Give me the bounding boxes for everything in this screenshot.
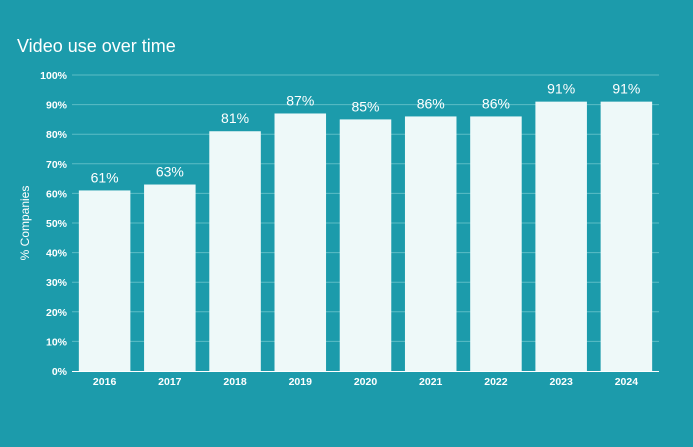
y-tick-label: 20% [46,307,68,319]
x-tick-label: 2023 [549,376,573,388]
x-tick-label: 2019 [289,376,313,388]
y-tick-label: 40% [46,248,68,260]
x-tick-label: 2024 [615,376,639,388]
data-label-2019: 87% [286,92,314,108]
bar-2024 [600,101,653,371]
y-tick-label: 50% [46,218,68,230]
bar-2018 [209,131,261,371]
chart-title: Video use over time [17,36,176,56]
bar-2019 [274,113,327,371]
bars [78,101,653,372]
x-tick-label: 2020 [354,376,378,388]
y-tick-label: 30% [46,277,68,289]
data-label-2022: 86% [482,95,510,111]
x-axis-ticks: 2016 2017 2018 2019 2020 2021 2022 2023 2024 [93,376,638,388]
data-labels: 61% 63% 81% 87% 85% 86% 86% 91% 91% [91,81,641,186]
y-axis-ticks: 0% 10% 20% 30% 40% 50% 60% 70% 80% 90% 100% [40,70,68,378]
x-tick-label: 2022 [484,376,508,388]
data-label-2016: 61% [91,169,119,185]
bar-2016 [78,190,131,371]
y-tick-label: 80% [46,129,68,141]
data-label-2023: 91% [547,81,575,97]
data-label-2024: 91% [612,81,640,97]
y-tick-label: 10% [46,336,68,348]
bar-2022 [470,116,522,371]
x-tick-label: 2017 [158,376,182,388]
bar-2021 [404,116,457,371]
x-tick-label: 2016 [93,376,117,388]
bar-2017 [144,184,196,371]
bar-2023 [535,101,587,371]
data-label-2018: 81% [221,110,249,126]
y-tick-label: 90% [46,100,68,112]
y-tick-label: 0% [52,366,68,378]
bar-2020 [339,119,392,372]
x-tick-label: 2018 [223,376,247,388]
y-axis-title: % Companies [18,186,32,261]
y-tick-label: 60% [46,188,68,200]
y-tick-label: 100% [40,70,68,82]
data-label-2021: 86% [417,95,445,111]
data-label-2020: 85% [351,98,379,114]
data-label-2017: 63% [156,164,184,180]
x-tick-label: 2021 [419,376,443,388]
y-tick-label: 70% [46,159,68,171]
